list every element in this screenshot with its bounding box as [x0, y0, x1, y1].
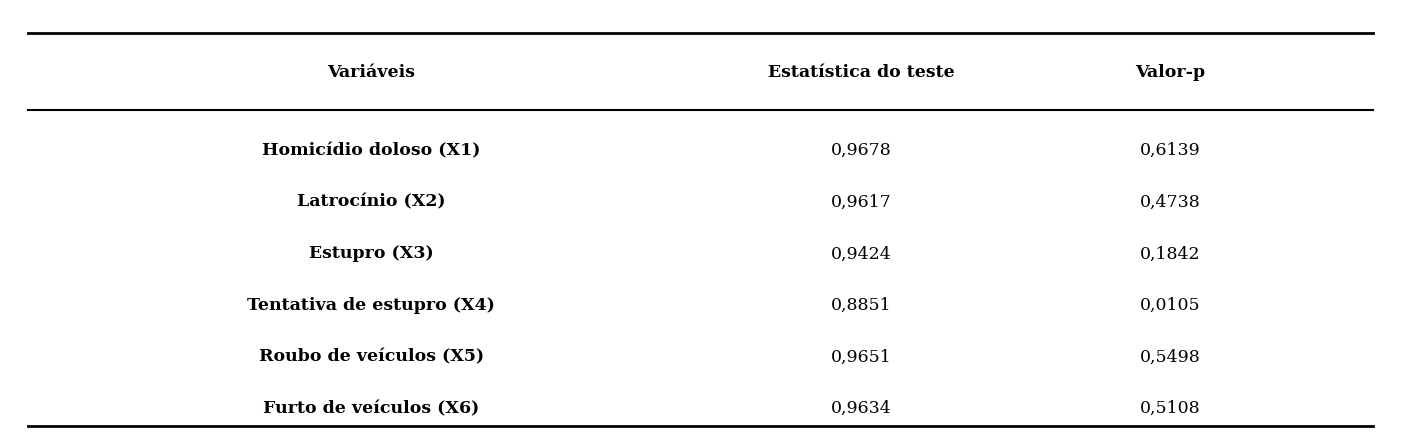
Text: 0,6139: 0,6139: [1139, 142, 1201, 159]
Text: 0,4738: 0,4738: [1139, 194, 1201, 211]
Text: Estupro (X3): Estupro (X3): [310, 246, 433, 262]
Text: 0,5498: 0,5498: [1139, 349, 1201, 365]
Text: Homicídio doloso (X1): Homicídio doloso (X1): [262, 142, 481, 159]
Text: 0,8851: 0,8851: [831, 297, 892, 314]
Text: Tentativa de estupro (X4): Tentativa de estupro (X4): [248, 297, 495, 314]
Text: 0,9424: 0,9424: [831, 246, 892, 262]
Text: Furto de veículos (X6): Furto de veículos (X6): [263, 400, 479, 417]
Text: 0,5108: 0,5108: [1139, 400, 1201, 417]
Text: 0,9634: 0,9634: [831, 400, 892, 417]
Text: Estatística do teste: Estatística do teste: [768, 64, 955, 80]
Text: 0,1842: 0,1842: [1139, 246, 1201, 262]
Text: 0,9651: 0,9651: [831, 349, 892, 365]
Text: 0,9678: 0,9678: [831, 142, 892, 159]
Text: Valor-p: Valor-p: [1135, 64, 1205, 80]
Text: 0,0105: 0,0105: [1139, 297, 1201, 314]
Text: 0,9617: 0,9617: [831, 194, 892, 211]
Text: Variáveis: Variáveis: [328, 64, 415, 80]
Text: Latrocínio (X2): Latrocínio (X2): [297, 194, 446, 211]
Text: Roubo de veículos (X5): Roubo de veículos (X5): [259, 349, 483, 365]
